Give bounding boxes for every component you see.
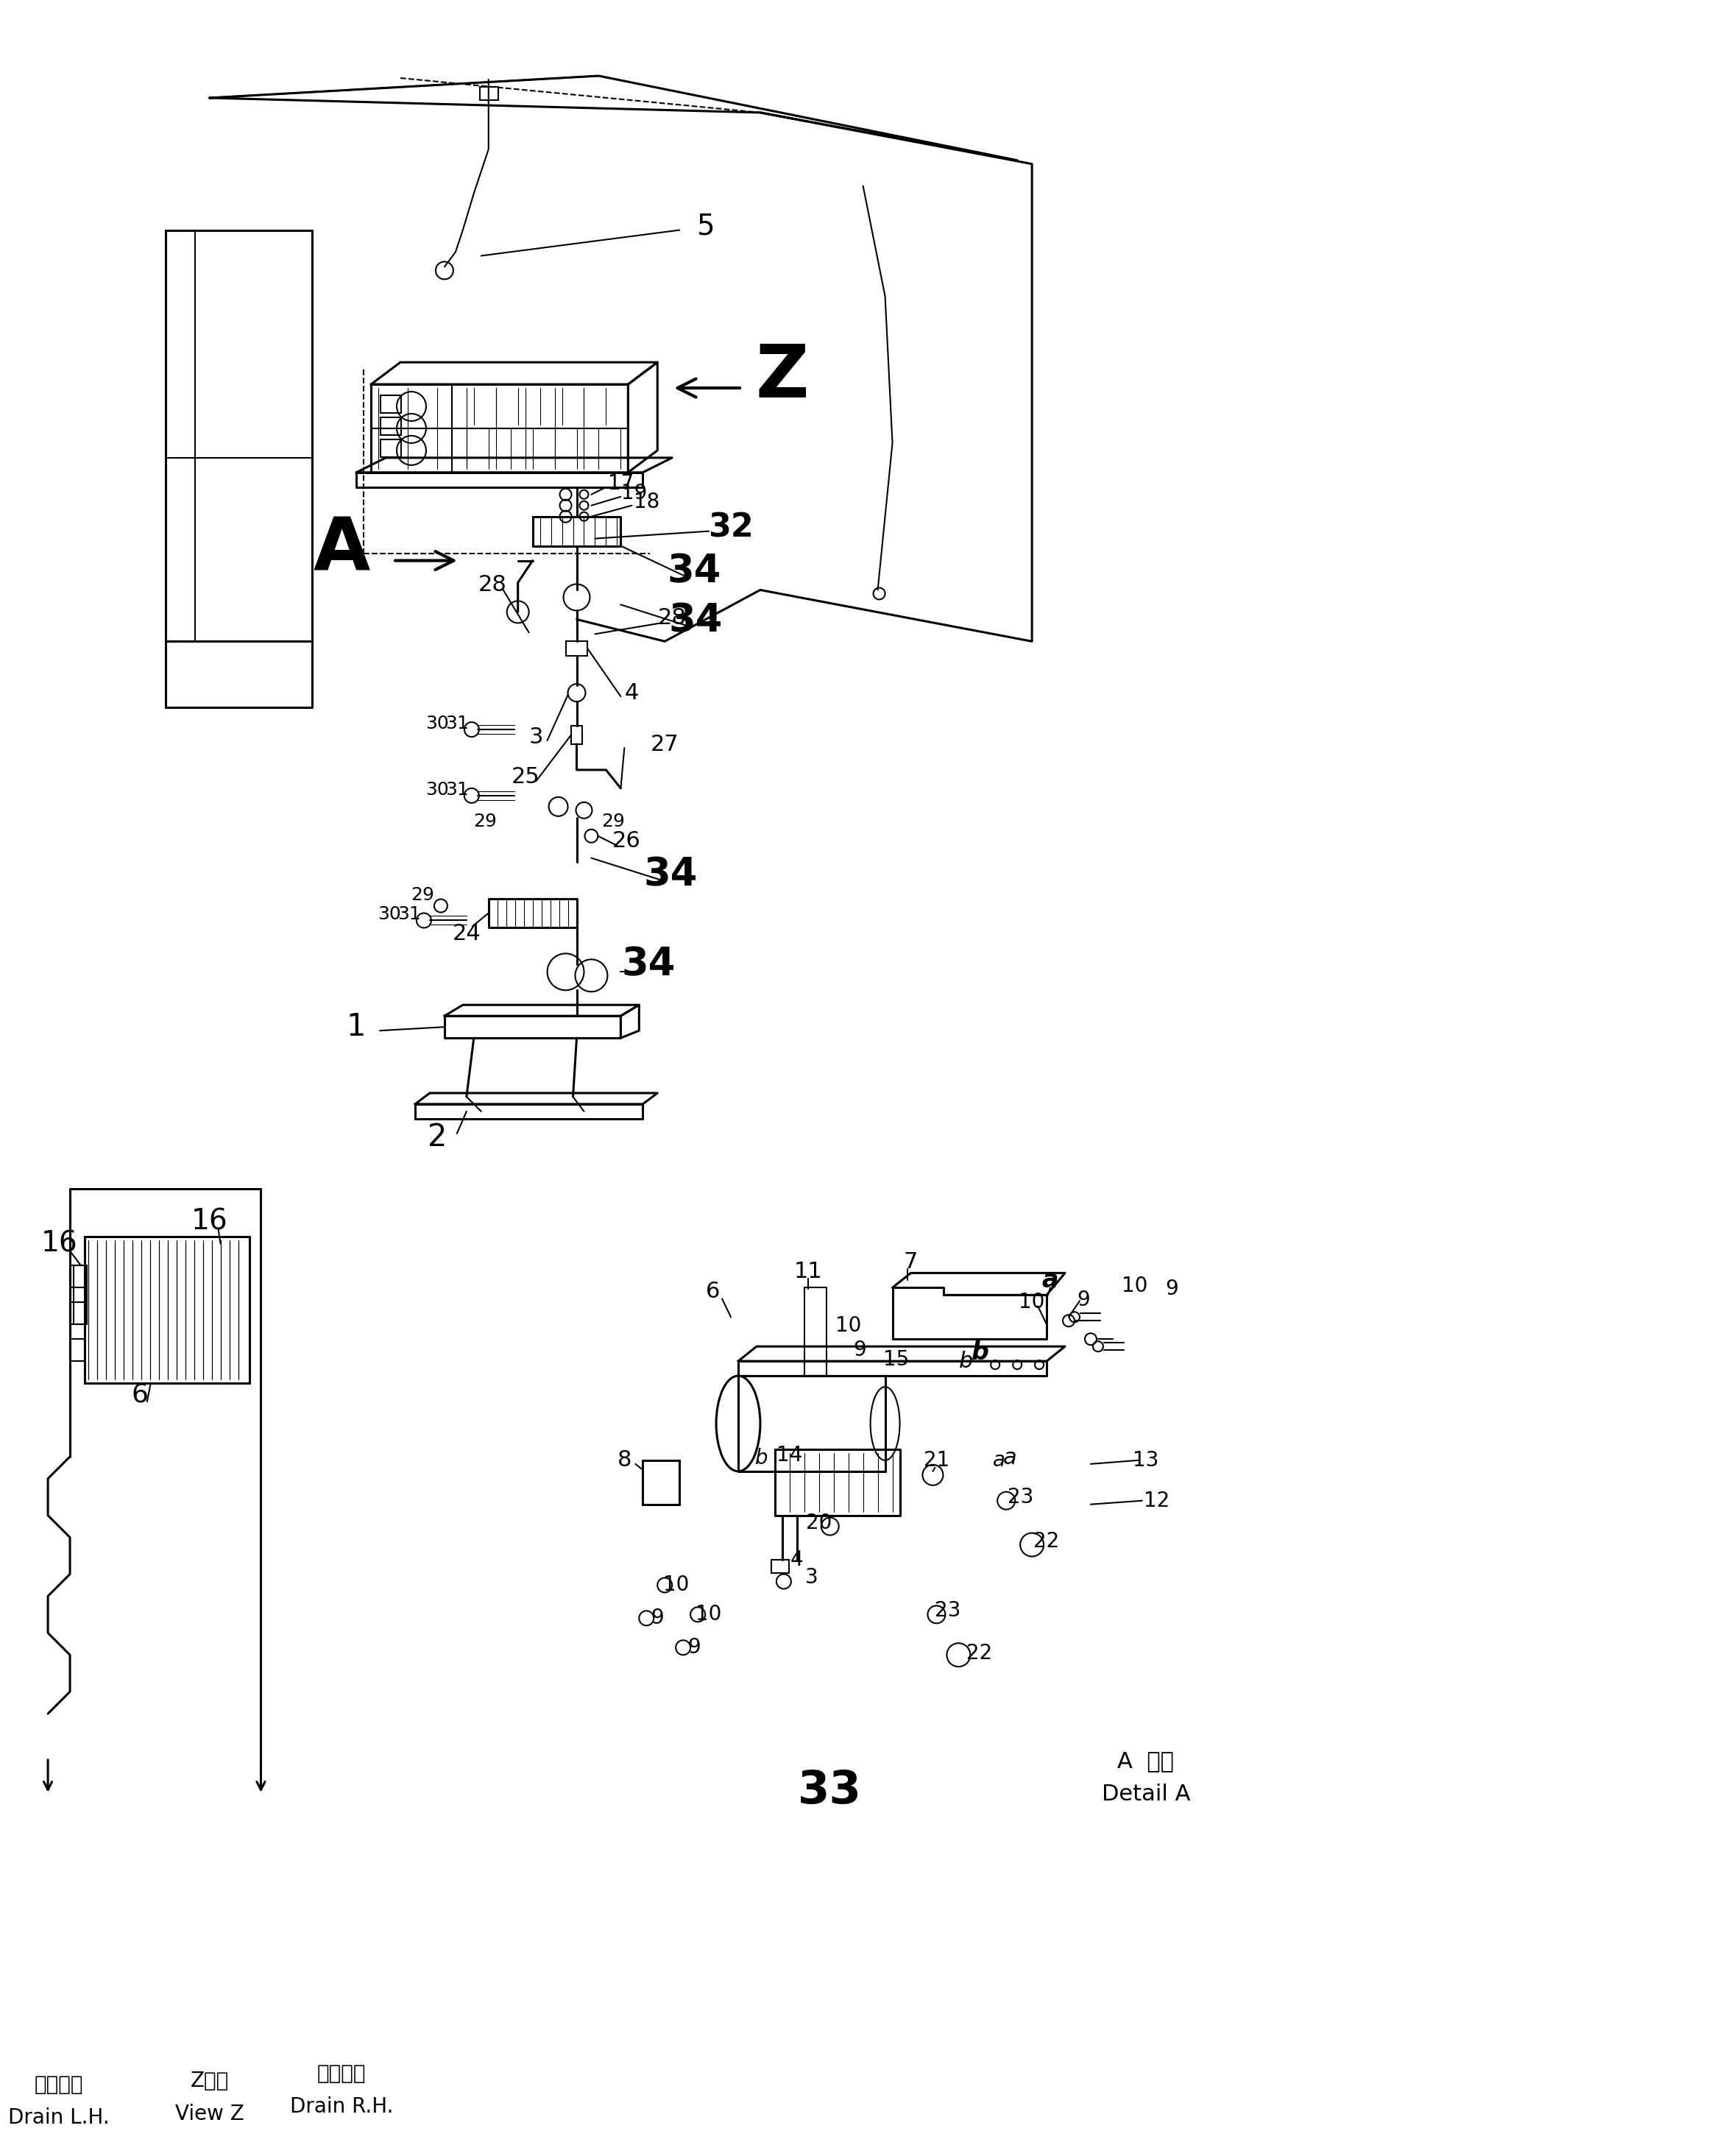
Bar xyxy=(69,1339,85,1360)
Bar xyxy=(643,1460,680,1505)
Text: 31: 31 xyxy=(446,716,468,733)
Text: 29: 29 xyxy=(411,886,434,903)
Text: 2: 2 xyxy=(427,1121,447,1153)
Bar xyxy=(69,1266,85,1287)
Text: 9: 9 xyxy=(1077,1289,1091,1311)
Text: 6: 6 xyxy=(132,1382,147,1406)
Text: 20: 20 xyxy=(806,1511,832,1533)
Text: 10: 10 xyxy=(662,1574,688,1595)
Text: 31: 31 xyxy=(397,906,421,923)
Text: a: a xyxy=(1002,1447,1016,1468)
Text: 30: 30 xyxy=(425,780,449,798)
Text: 18: 18 xyxy=(633,492,659,513)
Text: 6: 6 xyxy=(706,1281,720,1302)
Text: 23: 23 xyxy=(935,1600,961,1621)
Text: 21: 21 xyxy=(924,1451,950,1470)
Text: 26: 26 xyxy=(612,830,642,852)
Text: 25: 25 xyxy=(512,768,539,787)
Text: 9: 9 xyxy=(853,1339,865,1360)
Text: 1: 1 xyxy=(347,1011,366,1041)
Text: 10: 10 xyxy=(1122,1276,1148,1296)
Text: 4: 4 xyxy=(624,681,638,703)
Text: Z　視: Z 視 xyxy=(191,2070,229,2091)
Text: 16: 16 xyxy=(191,1207,227,1235)
Text: 34: 34 xyxy=(621,944,676,983)
Bar xyxy=(772,1559,789,1572)
Bar xyxy=(85,1235,250,1384)
Text: 14: 14 xyxy=(777,1445,803,1466)
Text: 28: 28 xyxy=(657,608,687,630)
Text: 34: 34 xyxy=(643,856,697,895)
Text: 23: 23 xyxy=(1007,1488,1033,1507)
Text: b: b xyxy=(971,1341,990,1365)
Text: 33: 33 xyxy=(798,1768,862,1813)
Text: ドレン左: ドレン左 xyxy=(35,2074,83,2096)
Text: b: b xyxy=(959,1350,973,1371)
Text: 31: 31 xyxy=(446,780,468,798)
Text: 9: 9 xyxy=(650,1608,664,1628)
Bar xyxy=(380,418,401,436)
Text: 13: 13 xyxy=(1132,1451,1158,1470)
Text: a: a xyxy=(992,1451,1006,1470)
Text: a: a xyxy=(1042,1268,1058,1291)
Text: 15: 15 xyxy=(883,1350,909,1369)
Text: 17: 17 xyxy=(607,472,633,494)
Text: b: b xyxy=(756,1449,768,1468)
Bar xyxy=(69,1302,85,1324)
Text: Drain L.H.: Drain L.H. xyxy=(9,2106,109,2128)
Bar xyxy=(380,440,401,457)
Text: 34: 34 xyxy=(669,602,723,640)
Text: 22: 22 xyxy=(966,1643,992,1664)
Text: 30: 30 xyxy=(425,716,449,733)
Text: 10: 10 xyxy=(695,1604,721,1626)
Bar xyxy=(570,727,583,744)
Text: 11: 11 xyxy=(794,1261,822,1283)
Text: 9: 9 xyxy=(688,1636,701,1658)
Text: 8: 8 xyxy=(617,1449,631,1470)
Text: 5: 5 xyxy=(695,213,714,239)
Text: 22: 22 xyxy=(1033,1531,1059,1552)
Text: View Z: View Z xyxy=(175,2104,244,2124)
Text: ドレン右: ドレン右 xyxy=(317,2063,366,2085)
Text: 32: 32 xyxy=(707,511,754,543)
Text: 28: 28 xyxy=(479,573,506,595)
Text: 34: 34 xyxy=(668,552,721,591)
Text: 12: 12 xyxy=(1144,1490,1170,1511)
Text: A  詳細: A 詳細 xyxy=(1117,1751,1174,1772)
Text: Detail A: Detail A xyxy=(1101,1783,1190,1805)
Bar xyxy=(480,86,498,99)
Text: Drain R.H.: Drain R.H. xyxy=(290,2096,394,2117)
Text: 29: 29 xyxy=(602,813,624,830)
Text: 24: 24 xyxy=(453,923,480,944)
Text: 16: 16 xyxy=(40,1229,78,1257)
Text: 29: 29 xyxy=(473,813,496,830)
Text: Z: Z xyxy=(756,341,810,412)
Text: A: A xyxy=(314,513,369,584)
Text: 27: 27 xyxy=(650,733,680,755)
Text: 19: 19 xyxy=(621,483,647,502)
Bar xyxy=(565,640,588,655)
Text: 4: 4 xyxy=(791,1550,803,1570)
Text: 3: 3 xyxy=(805,1567,818,1589)
Text: 10: 10 xyxy=(836,1315,862,1337)
Bar xyxy=(73,1266,87,1324)
Text: 30: 30 xyxy=(378,906,401,923)
Text: 9: 9 xyxy=(1165,1279,1177,1300)
Text: 10: 10 xyxy=(1020,1291,1046,1313)
Text: 3: 3 xyxy=(529,727,543,748)
Bar xyxy=(380,395,401,414)
Text: 7: 7 xyxy=(903,1250,917,1272)
